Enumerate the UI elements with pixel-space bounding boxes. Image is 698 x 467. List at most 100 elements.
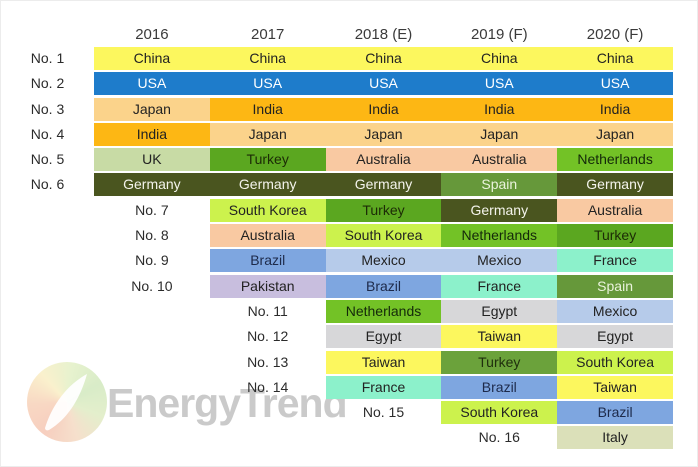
table-row: No. 2 USA USA USA USA USA <box>1 72 673 96</box>
country-cell: Turkey <box>441 350 558 374</box>
country-cell: Brazil <box>209 249 326 273</box>
rank-column-spacer <box>1 25 94 45</box>
rank-label: No. 6 <box>30 176 65 193</box>
country-cell: China <box>94 47 210 70</box>
country-cell: Netherlands <box>325 299 442 323</box>
table-header-row: 2016 2017 2018 (E) 2019 (F) 2020 (F) <box>1 25 673 45</box>
table-row: No. 9 Brazil Mexico Mexico France <box>1 249 673 273</box>
country-cell: South Korea <box>441 401 558 425</box>
country-cell: France <box>441 274 558 298</box>
country-cell: India <box>325 97 442 121</box>
country-cell: France <box>557 249 673 273</box>
country-cell: South Korea <box>557 350 673 374</box>
rank-label: No. 4 <box>30 125 65 142</box>
country-cell: Germany <box>441 198 558 222</box>
country-cell: China <box>209 47 326 70</box>
country-cell: Japan <box>325 122 442 146</box>
rank-label: No. 9 <box>135 252 169 269</box>
country-cell: USA <box>209 72 326 96</box>
table-row: No. 8 Australia South Korea Netherlands Turk… <box>1 224 673 248</box>
table-row: No. 10 Pakistan Brazil France Spain <box>1 274 673 298</box>
country-cell: South Korea <box>209 198 326 222</box>
year-header-2017: 2017 <box>251 26 285 43</box>
country-cell: Japan <box>209 122 326 146</box>
country-cell: USA <box>94 72 210 96</box>
table-row: No. 11 Netherlands Egypt Mexico <box>1 299 673 323</box>
table-row: No. 14 France Brazil Taiwan <box>1 375 673 399</box>
country-cell: Germany <box>557 173 673 197</box>
table-row: No. 7 South Korea Turkey Germany Australia <box>1 198 673 222</box>
country-cell: Mexico <box>557 299 673 323</box>
rank-label: No. 14 <box>247 378 289 395</box>
country-cell: Australia <box>325 148 442 172</box>
country-cell: China <box>557 47 673 70</box>
rank-label: No. 12 <box>247 328 289 345</box>
country-cell: Japan <box>557 122 673 146</box>
country-cell: France <box>325 375 442 399</box>
table-row: No. 12 Egypt Taiwan Egypt <box>1 325 673 349</box>
country-cell: Australia <box>441 148 558 172</box>
table-row: No. 13 Taiwan Turkey South Korea <box>1 350 673 374</box>
rank-label: No. 15 <box>362 404 405 421</box>
country-cell: Egypt <box>441 299 558 323</box>
country-cell: South Korea <box>325 224 442 248</box>
country-cell: Netherlands <box>557 148 673 172</box>
country-cell: USA <box>325 72 442 96</box>
table-row: No. 16 Italy <box>1 426 673 450</box>
country-cell: Egypt <box>325 325 442 349</box>
year-header-2019: 2019 (F) <box>470 26 528 43</box>
country-cell: Mexico <box>441 249 558 273</box>
table-row: No. 1 China China China China China <box>1 47 673 70</box>
country-cell: Turkey <box>557 224 673 248</box>
country-cell: USA <box>557 72 673 96</box>
country-cell: Spain <box>557 274 673 298</box>
country-cell: India <box>209 97 326 121</box>
energytrend-logo-icon <box>27 362 107 442</box>
country-cell: India <box>557 97 673 121</box>
rank-label: No. 11 <box>247 302 288 319</box>
country-cell: UK <box>94 148 210 172</box>
watermark-brand-text: EnergyTrend <box>107 380 348 426</box>
year-header-2018: 2018 (E) <box>354 26 413 43</box>
rank-label: No. 5 <box>30 151 65 168</box>
country-cell: Netherlands <box>441 224 558 248</box>
country-cell: Taiwan <box>557 375 673 399</box>
country-cell: Japan <box>94 97 210 121</box>
year-header-2020: 2020 (F) <box>586 26 644 43</box>
rank-label: No. 16 <box>478 429 520 446</box>
country-cell: Turkey <box>325 198 442 222</box>
country-cell: Japan <box>441 122 558 146</box>
country-cell: Pakistan <box>209 274 326 298</box>
country-cell: Brazil <box>557 401 673 425</box>
country-ranking-table: 2016 2017 2018 (E) 2019 (F) 2020 (F) No.… <box>1 25 673 452</box>
rank-label: No. 8 <box>135 227 169 244</box>
year-header-2016: 2016 <box>135 26 169 43</box>
rank-label: No. 10 <box>131 277 173 294</box>
rank-label: No. 13 <box>247 353 289 370</box>
table-row: No. 15 South Korea Brazil <box>1 401 673 425</box>
rank-label: No. 1 <box>30 50 65 66</box>
table-row: No. 5 UK Turkey Australia Australia Netherlan… <box>1 148 673 172</box>
table-row: No. 3 Japan India India India India <box>1 97 673 121</box>
country-cell: India <box>94 122 210 146</box>
country-cell: Australia <box>209 224 326 248</box>
country-cell: Brazil <box>325 274 442 298</box>
country-cell: Taiwan <box>441 325 558 349</box>
rank-label: No. 7 <box>135 201 169 218</box>
country-cell: India <box>441 97 558 121</box>
country-cell: Spain <box>441 173 558 197</box>
country-cell: Taiwan <box>325 350 442 374</box>
country-cell: Germany <box>209 173 326 197</box>
country-cell: USA <box>441 72 558 96</box>
country-cell: Australia <box>557 198 673 222</box>
country-cell: Germany <box>94 173 210 197</box>
country-cell: China <box>441 47 558 70</box>
table-row: No. 6 Germany Germany Germany Spain Germany <box>1 173 673 197</box>
country-cell: China <box>325 47 442 70</box>
rank-label: No. 2 <box>30 75 65 92</box>
country-cell: Germany <box>325 173 442 197</box>
country-cell: Mexico <box>325 249 442 273</box>
country-cell: Turkey <box>209 148 326 172</box>
